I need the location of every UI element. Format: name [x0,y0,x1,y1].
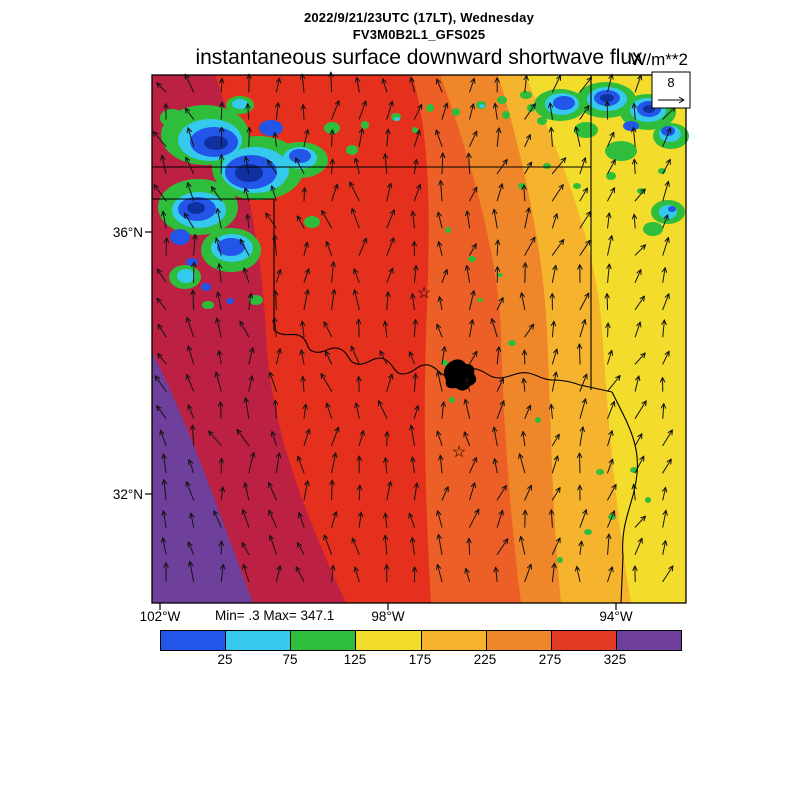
colorbar-tick-label: 325 [603,652,627,667]
colorbar-segment [486,631,552,650]
colorbar-segment [291,631,357,650]
colorbar-segment [551,631,617,650]
lake-blob [443,359,477,391]
colorbar-segment [421,631,487,650]
reference-vector-box: 8 [651,71,691,109]
flux-band-purple [152,352,253,603]
colorbar-segment [161,631,227,650]
map-frame [151,74,687,604]
lat-tick-label: 36°N [113,225,143,240]
lon-tick-label: 98°W [371,609,404,624]
colorbar [160,630,682,651]
minmax-stats: Min= .3 Max= 347.1 [215,608,334,623]
reference-vector-arrow [658,96,685,104]
colorbar-tick-label: 275 [538,652,562,667]
colorbar-tick-label: 225 [473,652,497,667]
reference-vector-frame [651,71,691,109]
colorbar-segment [226,631,292,650]
colorbar-tick-label: 125 [343,652,367,667]
colorbar-tick-label: 25 [217,652,233,667]
border-red-river [273,329,613,393]
lat-tick-label: 32°N [113,487,143,502]
datetime-line: 2022/9/21/23UTC (17LT), Wednesday [303,10,535,25]
units-label: W/m**2 [630,50,688,69]
axis-ticks [145,231,617,610]
colorbar-labels: 25 75 125 175 225 275 325 [0,652,800,670]
colorbar-segment [616,631,681,650]
lon-tick-label: 94°W [599,609,632,624]
colorbar-tick-label: 175 [408,652,432,667]
wind-arrows [152,71,676,583]
plot-title: instantaneous surface downward shortwave… [195,46,643,69]
colorbar-segment [356,631,422,650]
model-run-line: FV3M0B2L1_GFS025 [352,27,486,42]
state-borders [152,75,639,604]
colorbar-tick-label: 75 [282,652,298,667]
border-texas-east [611,391,639,604]
reference-vector-value: 8 [667,75,674,90]
lon-tick-label: 102°W [140,609,181,624]
location-star: ☆ [417,285,431,302]
location-star: ☆ [452,444,466,461]
